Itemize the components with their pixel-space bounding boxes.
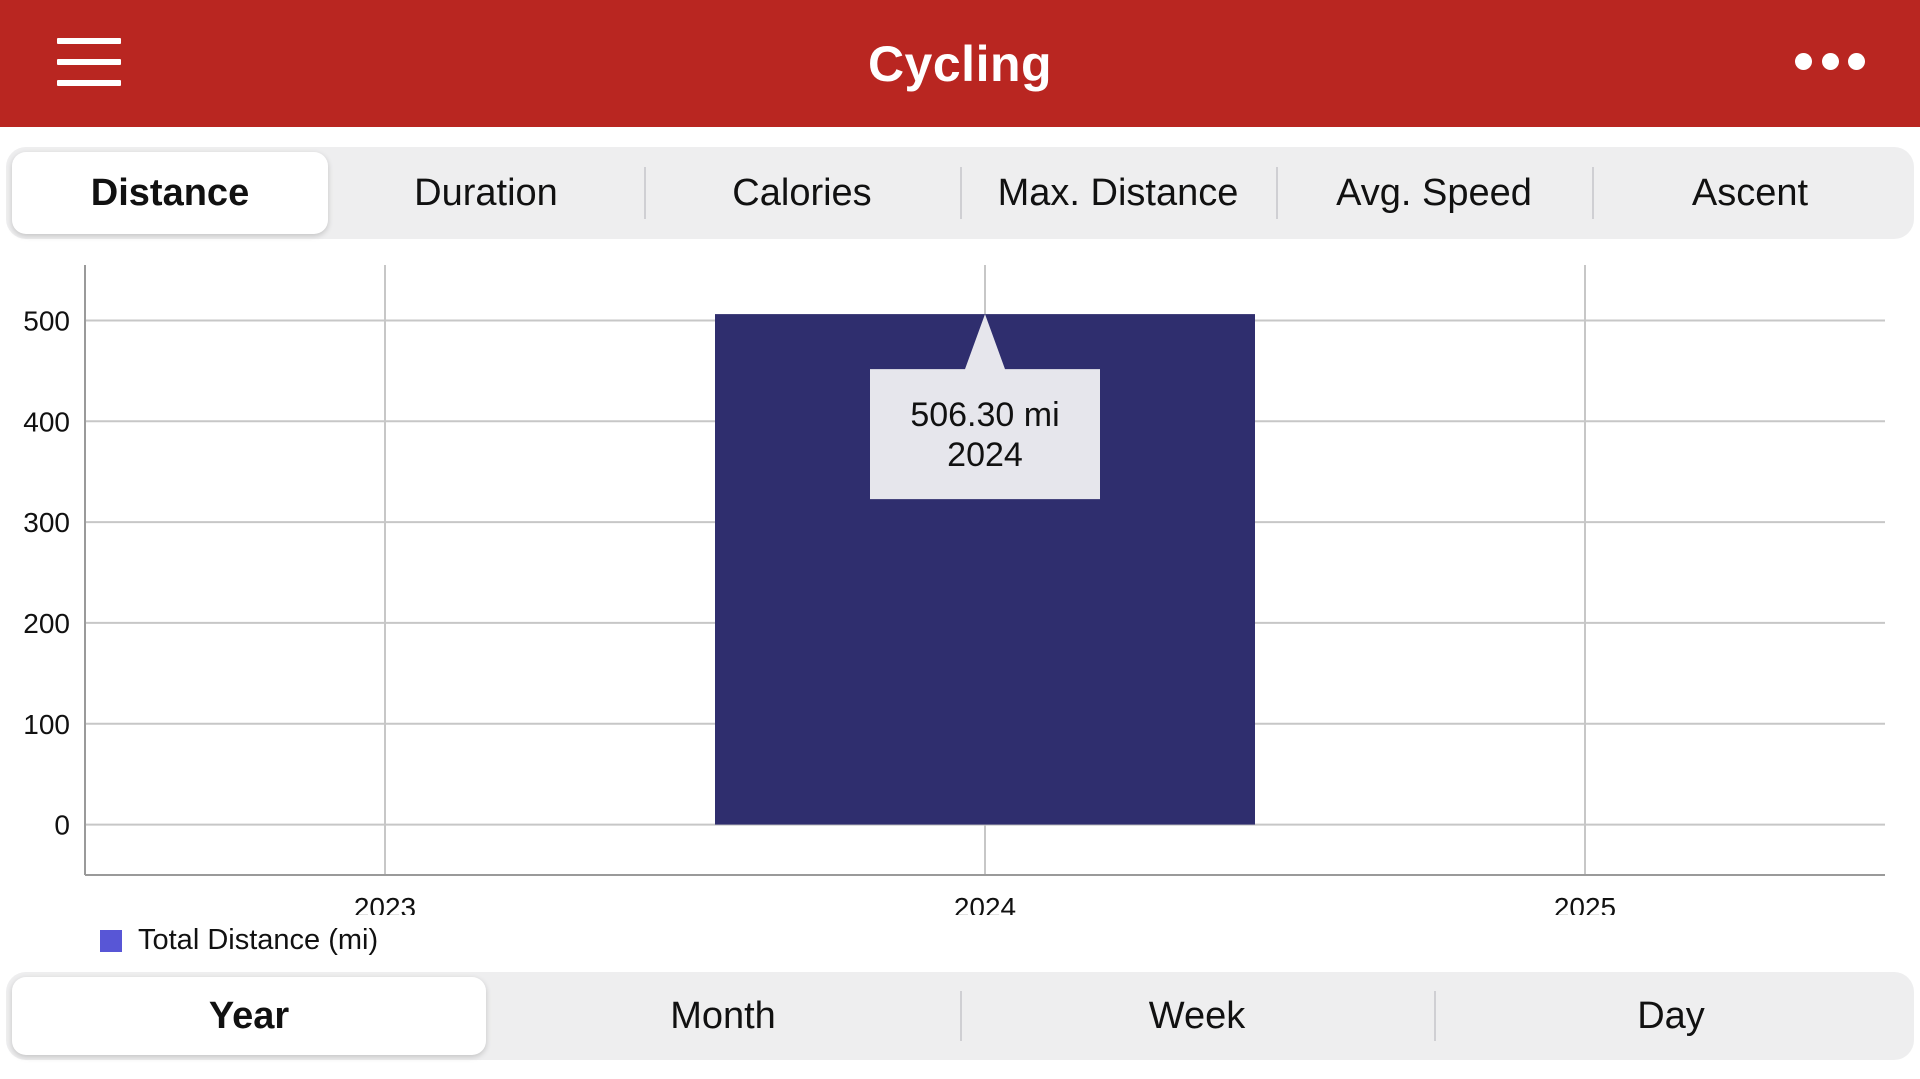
tooltip-box <box>870 314 1100 500</box>
y-tick-label: 0 <box>54 810 70 841</box>
navigation-bar: Cycling <box>0 0 1920 127</box>
legend-label: Total Distance (mi) <box>138 924 379 956</box>
x-tick-label: 2025 <box>1554 892 1616 915</box>
page-title: Cycling <box>867 35 1053 92</box>
period-tabs: Year Month Week Day <box>6 972 1914 1060</box>
y-tick-label: 200 <box>23 608 70 639</box>
x-tick-label: 2024 <box>954 892 1016 915</box>
y-tick-label: 500 <box>23 305 70 336</box>
tab-day[interactable]: Day <box>1434 977 1908 1055</box>
y-tick-label: 400 <box>23 406 70 437</box>
tab-duration[interactable]: Duration <box>414 171 558 214</box>
y-tick-label: 300 <box>23 507 70 538</box>
tab-calories[interactable]: Calories <box>644 152 960 234</box>
tab-distance[interactable]: Distance <box>12 152 328 234</box>
tooltip-label: 2024 <box>947 436 1023 474</box>
y-tick-label: 100 <box>23 709 70 740</box>
tab-max-distance[interactable]: Max. Distance <box>960 152 1276 234</box>
tab-month[interactable]: Month <box>670 994 776 1037</box>
tooltip-value: 506.30 mi <box>910 396 1059 434</box>
chart-legend: Total Distance (mi) <box>100 924 378 957</box>
x-tick-label: 2023 <box>354 892 416 915</box>
tab-ascent[interactable]: Ascent <box>1592 152 1908 234</box>
legend-swatch <box>100 929 122 952</box>
tab-year[interactable]: Year <box>12 977 486 1055</box>
hamburger-menu-icon[interactable] <box>57 38 121 86</box>
tab-avg-speed[interactable]: Avg. Speed <box>1276 152 1592 234</box>
metric-tabs: Distance Duration Calories Max. Distance… <box>6 147 1914 239</box>
tab-week[interactable]: Week <box>960 977 1434 1055</box>
ellipsis-icon[interactable] <box>1795 53 1865 71</box>
